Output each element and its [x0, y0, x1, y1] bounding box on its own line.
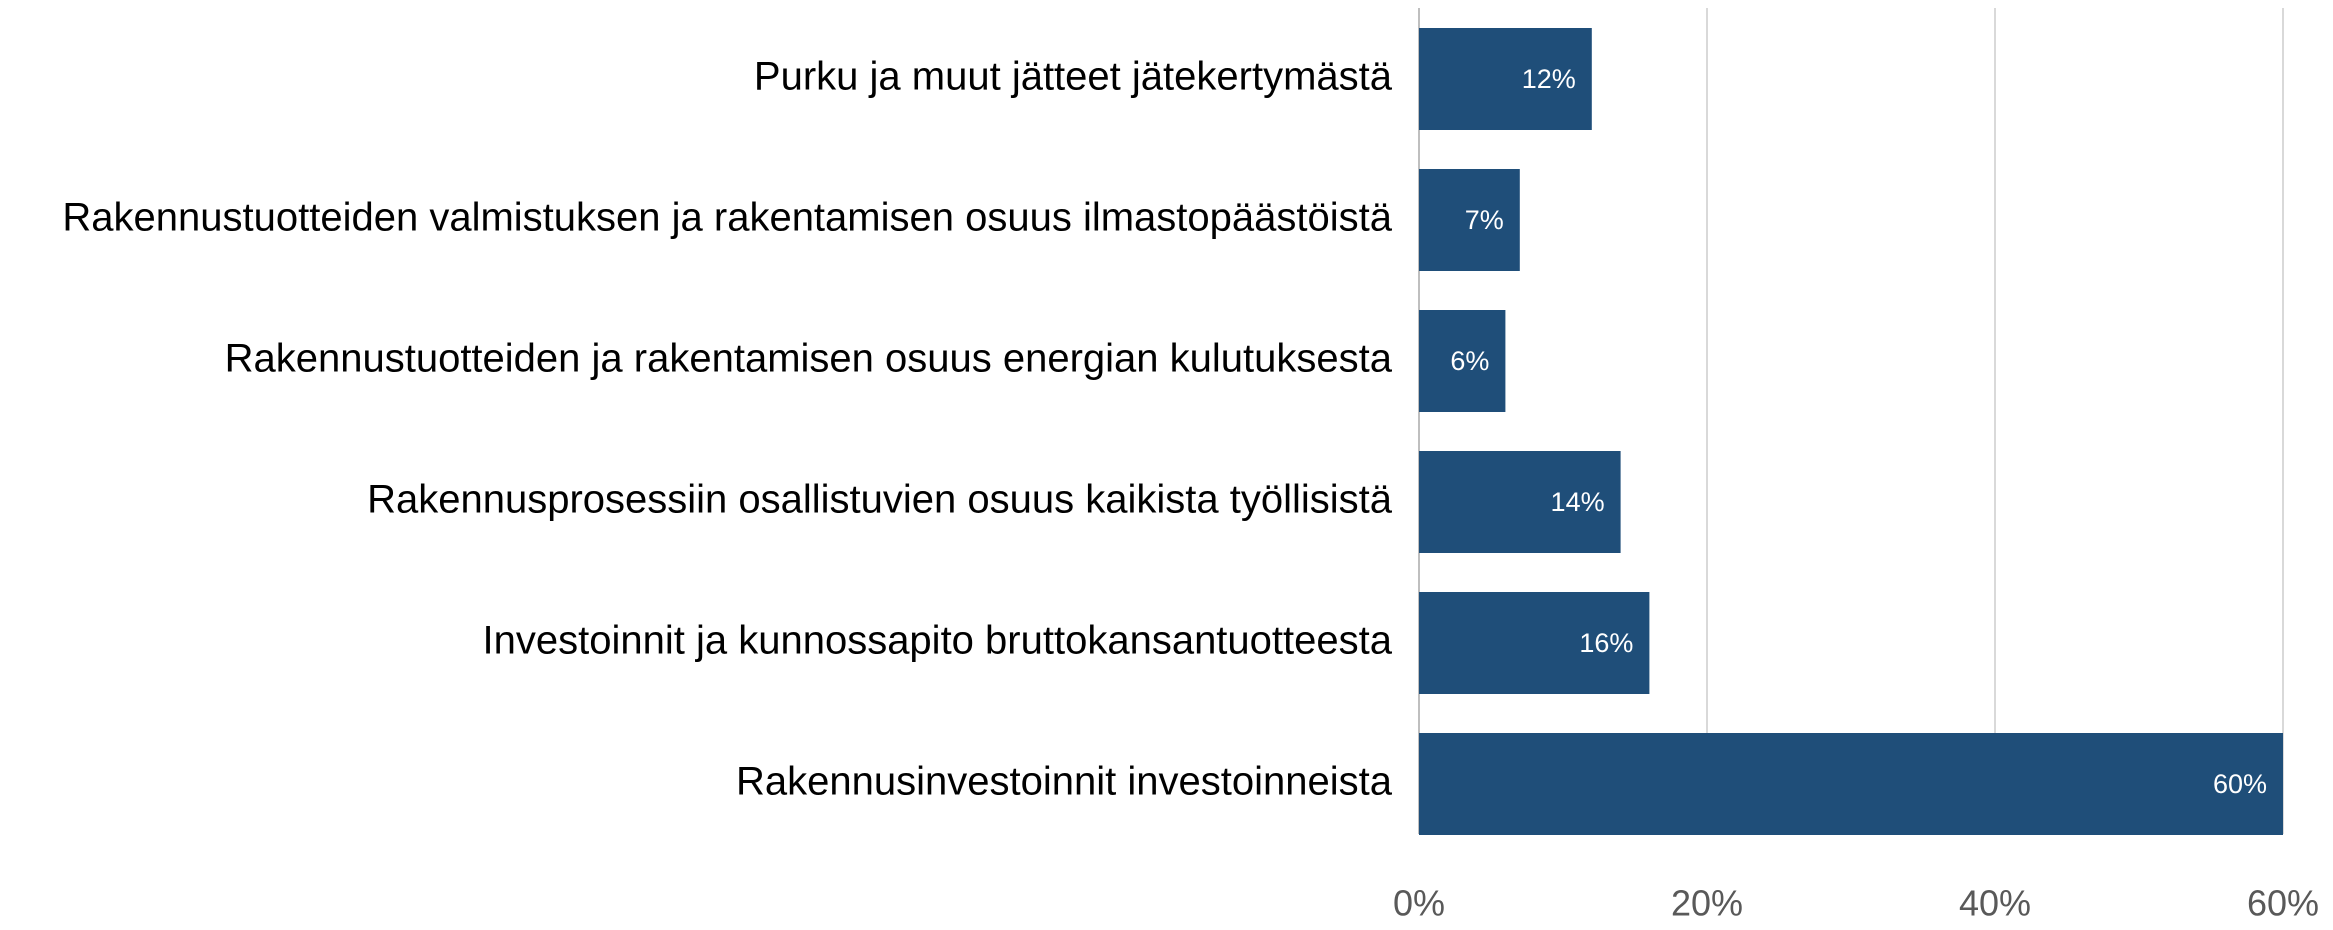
- x-tick-label: 40%: [1959, 883, 2031, 924]
- bar: [1419, 592, 1650, 694]
- bar: [1419, 733, 2283, 835]
- bar: [1419, 28, 1592, 130]
- value-label: 60%: [2213, 769, 2267, 799]
- value-label: 12%: [1522, 64, 1576, 94]
- y-tick-label: Rakennustuotteiden valmistuksen ja raken…: [62, 196, 1392, 240]
- y-tick-label: Rakennusinvestoinnit investoinneista: [736, 760, 1393, 804]
- y-tick-label: Rakennusprosessiin osallistuvien osuus k…: [367, 478, 1393, 522]
- value-label: 16%: [1579, 628, 1633, 658]
- bar: [1419, 169, 1520, 271]
- bar: [1419, 310, 1506, 412]
- bar: [1419, 451, 1621, 553]
- value-label: 6%: [1450, 346, 1489, 376]
- x-tick-label: 0%: [1393, 883, 1445, 924]
- y-tick-label: Purku ja muut jätteet jätekertymästä: [754, 55, 1393, 99]
- x-tick-label: 60%: [2247, 883, 2319, 924]
- y-tick-label: Rakennustuotteiden ja rakentamisen osuus…: [225, 337, 1393, 381]
- value-label: 14%: [1551, 487, 1605, 517]
- y-tick-label: Investoinnit ja kunnossapito bruttokansa…: [483, 619, 1393, 663]
- x-tick-label: 20%: [1671, 883, 1743, 924]
- value-label: 7%: [1465, 205, 1504, 235]
